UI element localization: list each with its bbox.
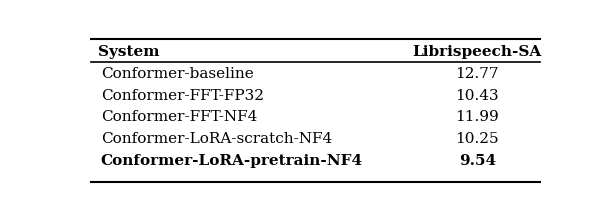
- Text: Conformer-FFT-FP32: Conformer-FFT-FP32: [101, 88, 264, 103]
- Text: System: System: [99, 45, 160, 59]
- Text: 10.25: 10.25: [455, 132, 499, 146]
- Text: 11.99: 11.99: [455, 110, 499, 124]
- Text: 9.54: 9.54: [459, 154, 496, 168]
- Text: 12.77: 12.77: [455, 67, 499, 81]
- Text: Conformer-LoRA-pretrain-NF4: Conformer-LoRA-pretrain-NF4: [101, 154, 363, 168]
- Text: Conformer-LoRA-scratch-NF4: Conformer-LoRA-scratch-NF4: [101, 132, 332, 146]
- Text: Librispeech-SA: Librispeech-SA: [413, 45, 542, 59]
- Text: Conformer-baseline: Conformer-baseline: [101, 67, 254, 81]
- Text: 10.43: 10.43: [455, 88, 499, 103]
- Text: Conformer-FFT-NF4: Conformer-FFT-NF4: [101, 110, 257, 124]
